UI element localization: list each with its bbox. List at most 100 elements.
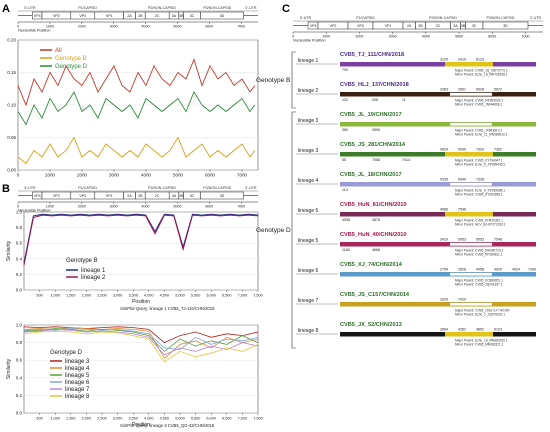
genome-region-label: 5'-UTR <box>24 186 36 190</box>
genome-axis-label: Nucleotide Position <box>18 209 51 213</box>
genome-gene-label: 3D <box>503 24 508 28</box>
recombinant-name: CVB5_XJ_74/CHN/2014 <box>340 262 403 268</box>
genome-tick-label: 0 <box>17 205 19 209</box>
recombinant-name: CVB5_JX_52/CHN/2013 <box>340 322 402 328</box>
genome-region-label: 3'-UTR <box>245 186 257 190</box>
breakpoint-number: 4852 <box>476 328 484 332</box>
y-tick-label: 0.6 <box>16 358 23 363</box>
genome-gene-label: VP4 <box>310 24 317 28</box>
genome-gene-label: VP2 <box>53 14 60 18</box>
series-line-genotype-b <box>17 136 256 165</box>
minor-parent: Minor Parent: Echo_11_MN583910.1 <box>455 133 508 137</box>
x-tick-label: 7000 <box>237 173 248 178</box>
breakpoint-number: 4586 <box>440 208 448 212</box>
genome-tick-label: 3000 <box>110 205 118 209</box>
x-tick-label: 3,000 <box>113 294 123 298</box>
major-parent: Major Parent: CVB5_KH420381.1 <box>455 219 503 223</box>
x-tick-label: 1,000 <box>50 294 60 298</box>
genome-tick-label: 0 <box>17 25 19 29</box>
minor-parent: Minor Parent: Echo_6_KP289435.1 <box>455 163 505 167</box>
breakpoint-number: 1180 <box>342 248 350 252</box>
y-tick-label: 0.8 <box>16 225 23 230</box>
legend-label: lineage 4 <box>65 366 90 372</box>
x-tick-label: 5000 <box>173 173 184 178</box>
genome-tick-label: 5000 <box>173 25 181 29</box>
x-tick-label: 3,500 <box>128 417 138 421</box>
legend-label: lineage 8 <box>65 394 90 400</box>
y-tick-label: 1.0 <box>16 323 23 328</box>
recombinant-segment <box>445 62 493 67</box>
breakpoint-number: 7068 <box>372 158 380 162</box>
breakpoint-number: 4529 <box>440 148 448 152</box>
genome-map-c: 5'-UTR P1/CAPSID P2/NON-CAPSID P3/NON-CAPSI… <box>292 16 543 43</box>
breakpoint-number: 5335 <box>440 178 448 182</box>
lineage-label: lineage 3 <box>298 118 319 124</box>
genome-tick-label: 1000 <box>46 205 54 209</box>
breakpoint-number: 55 <box>342 158 346 162</box>
genome-tick-label: 6000 <box>205 205 213 209</box>
x-tick-label: 7,500 <box>253 294 263 298</box>
genome-gene-label: 3C <box>190 194 195 198</box>
recombinant-name: CVB5_JL_18/CHN/2017 <box>340 172 402 178</box>
major-parent: Major Parent: CVB5_2016-XJ-74/CHN <box>455 309 510 313</box>
genome-gene-label: 3D <box>220 194 225 198</box>
breakpoint-number: 206 <box>372 98 378 102</box>
genome-gene-label: 2C <box>155 14 160 18</box>
breakpoint-number: 4668 <box>372 248 380 252</box>
breakpoint-number: 7429 <box>458 298 466 302</box>
chart-b-bottom: 0.0 0.2 0.4 0.6 0.8 1.0 500 1,000 1,500 2,000 2,50… <box>6 323 263 429</box>
x-tick-label: 2000 <box>77 173 88 178</box>
breakpoint-number: 5872 <box>494 88 502 92</box>
major-parent: Major Parent: CVB5_JX843810.1 <box>455 129 502 133</box>
breakpoint-number: 3410 <box>440 238 448 242</box>
genome-gene-label: 3A <box>453 24 458 28</box>
major-parent: Major Parent: CVB5_JQ_03070772.1 <box>455 69 508 73</box>
genome-tick-label: 7000 <box>237 205 245 209</box>
x-tick-label: 4,500 <box>160 417 170 421</box>
y-tick-label: 0.8 <box>16 340 23 345</box>
breakpoint-number: 380 <box>342 128 348 132</box>
genome-tick-label: 4000 <box>142 205 150 209</box>
genome-gene-label: VP1 <box>106 14 113 18</box>
legend-label: Genotype D <box>55 64 88 70</box>
recombinant-segment <box>449 302 493 306</box>
minor-parent: Minor Parent: HEV_BJ-KP272033.1 <box>455 223 506 227</box>
minor-parent: Minor Parent: Echo_1_JQ979202.1 <box>455 313 505 317</box>
chart-b-top: 0.0 0.2 0.4 0.6 0.8 1.0 500 1,000 1,500 2,000 2,50… <box>6 210 263 312</box>
genome-gene-box <box>200 11 244 20</box>
x-tick-label: 3,000 <box>113 417 123 421</box>
genome-gene-label: VP3 <box>79 14 86 18</box>
breakpoint-number: 7548 <box>494 238 502 242</box>
recombinant-panel: Genotype B Genotype D lineage 1 CVB5_TJ_111… <box>256 51 536 349</box>
legend-label: All <box>55 48 62 54</box>
legend-label: lineage 7 <box>65 387 90 393</box>
genome-bar <box>340 272 536 277</box>
genome-gene-label: 2C <box>436 24 441 28</box>
x-tick-label: 6,000 <box>206 417 216 421</box>
x-tick-label: 2,000 <box>82 294 92 298</box>
genotype-b-bracket <box>291 51 296 109</box>
genome-gene-box <box>200 191 244 200</box>
genome-gene-label: 2A <box>407 24 412 28</box>
breakpoint-number: 7414 <box>402 158 410 162</box>
genome-tick-label: 5000 <box>455 35 463 39</box>
breakpoint-number: 4352 <box>458 328 466 332</box>
genome-tick-label: 6000 <box>488 35 496 39</box>
recombinant-segment <box>445 212 493 217</box>
x-tick-label: 7,500 <box>253 417 263 421</box>
x-tick-label: 0 <box>17 173 20 178</box>
breakpoint-number: 7320 <box>476 148 484 152</box>
x-tick-label: 6,500 <box>222 294 232 298</box>
genome-map-b: 5'-UTR P1/CAPSID P2/NON-CAPSID P3/NON-CAPSI… <box>17 186 258 213</box>
series-line-lineage-7 <box>23 328 259 356</box>
breakpoint-number: 3410 <box>458 58 466 62</box>
genome-gene-label: 2C <box>155 194 160 198</box>
plot-frame <box>23 211 259 291</box>
genome-region-label: P1/CAPSID <box>356 16 375 20</box>
genome-gene-label: VP2 <box>330 24 337 28</box>
genome-region-label: P3/NON-CAPSID <box>203 6 231 10</box>
breakpoint-number: 7548 <box>458 208 466 212</box>
x-tick-label: 6000 <box>205 173 216 178</box>
recombinant-segment <box>445 152 493 157</box>
genome-bar <box>340 92 536 97</box>
